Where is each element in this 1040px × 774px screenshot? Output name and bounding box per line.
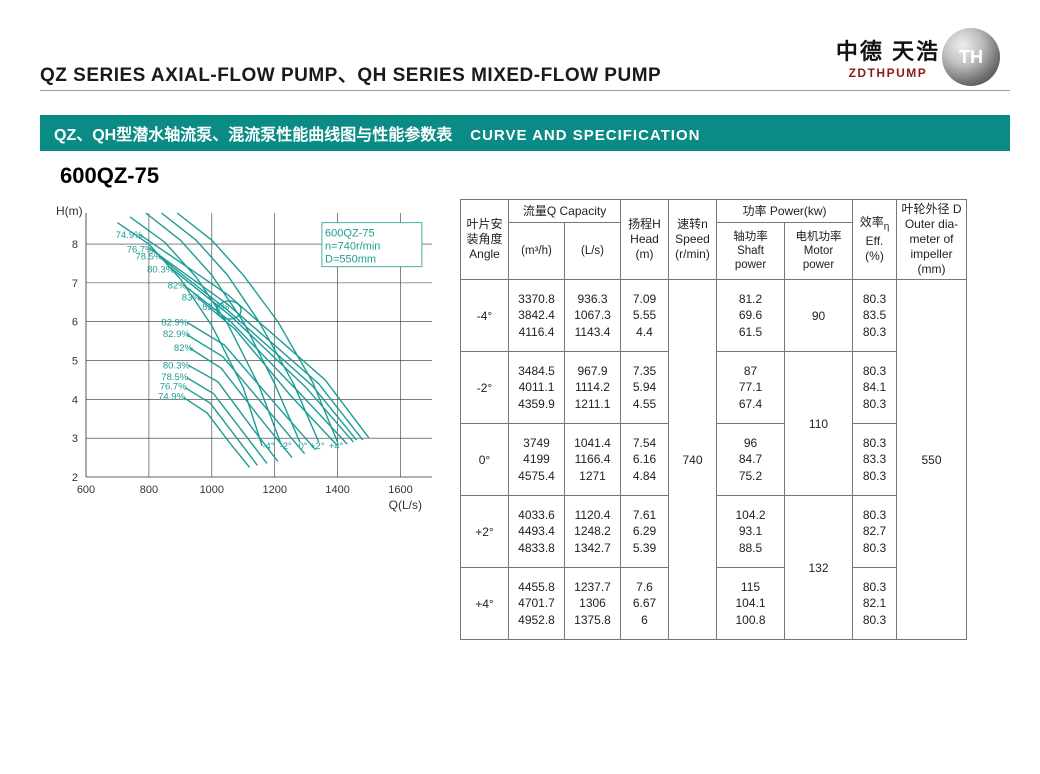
svg-text:74.9%: 74.9% <box>116 230 143 241</box>
table-row: -4°3370.83842.44116.4936.31067.31143.47.… <box>461 280 967 352</box>
brand-name-en: ZDTHPUMP <box>849 66 928 80</box>
cell-motor: 132 <box>785 496 853 640</box>
svg-text:78.5%: 78.5% <box>135 252 162 263</box>
svg-text:80.3%: 80.3% <box>163 360 190 371</box>
cell-m3h: 4033.64493.44833.8 <box>509 496 565 568</box>
svg-text:0°: 0° <box>298 441 307 452</box>
cell-angle: -4° <box>461 280 509 352</box>
th-ls: (L/s) <box>565 223 621 280</box>
cell-eff: 80.382.780.3 <box>853 496 897 568</box>
cell-head: 7.355.944.55 <box>621 352 669 424</box>
performance-chart: 6008001000120014001600234567874.9%76.7%7… <box>40 199 440 524</box>
svg-text:1200: 1200 <box>262 484 286 496</box>
cell-ls: 1120.41248.21342.7 <box>565 496 621 568</box>
cell-shaft: 8777.167.4 <box>717 352 785 424</box>
cell-head: 7.546.164.84 <box>621 424 669 496</box>
svg-text:600QZ-75: 600QZ-75 <box>325 228 375 240</box>
th-eff: 效率η Eff. (%) <box>853 200 897 280</box>
cell-eff: 80.384.180.3 <box>853 352 897 424</box>
brand-logo-text: 中德 天浩 ZDTHPUMP <box>836 34 940 80</box>
chart-svg: 6008001000120014001600234567874.9%76.7%7… <box>40 199 440 519</box>
cell-eff: 80.383.380.3 <box>853 424 897 496</box>
cell-head: 7.66.676 <box>621 568 669 640</box>
spec-table: 叶片安装角度 Angle 流量Q Capacity 扬程H Head (m) 速… <box>460 199 967 640</box>
cell-head: 7.616.295.39 <box>621 496 669 568</box>
svg-text:82%: 82% <box>168 281 188 292</box>
banner-text-en: CURVE AND SPECIFICATION <box>470 127 700 144</box>
svg-text:82.9%: 82.9% <box>163 329 190 340</box>
th-shaft: 轴功率Shaft power <box>717 223 785 280</box>
brand-logo-icon: TH <box>942 28 1000 86</box>
svg-text:8: 8 <box>72 239 78 251</box>
svg-text:2: 2 <box>72 472 78 484</box>
cell-shaft: 115104.1100.8 <box>717 568 785 640</box>
cell-motor: 90 <box>785 280 853 352</box>
svg-text:7: 7 <box>72 278 78 290</box>
cell-angle: 0° <box>461 424 509 496</box>
svg-text:3: 3 <box>72 433 78 445</box>
cell-ls: 967.91114.21211.1 <box>565 352 621 424</box>
svg-text:83.8%: 83.8% <box>202 302 229 313</box>
cell-ls: 1237.713061375.8 <box>565 568 621 640</box>
brand-name-cn: 中德 天浩 <box>836 34 940 66</box>
th-capacity: 流量Q Capacity <box>509 200 621 223</box>
banner-text-cn: QZ、QH型潜水轴流泵、混流泵性能曲线图与性能参数表 <box>54 121 452 145</box>
svg-text:1400: 1400 <box>325 484 349 496</box>
svg-text:6: 6 <box>72 317 78 329</box>
svg-text:600: 600 <box>77 484 95 496</box>
svg-text:+2°: +2° <box>310 441 325 452</box>
cell-angle: -2° <box>461 352 509 424</box>
content-row: 6008001000120014001600234567874.9%76.7%7… <box>40 199 1010 640</box>
page: 中德 天浩 ZDTHPUMP TH QZ SERIES AXIAL-FLOW P… <box>0 0 1040 670</box>
svg-text:1000: 1000 <box>200 484 224 496</box>
svg-text:83%: 83% <box>182 292 202 303</box>
svg-text:Q(L/s): Q(L/s) <box>389 498 422 512</box>
svg-text:82.9%: 82.9% <box>161 318 188 329</box>
cell-ls: 936.31067.31143.4 <box>565 280 621 352</box>
cell-m3h: 3484.54011.14359.9 <box>509 352 565 424</box>
svg-text:74.9%: 74.9% <box>158 391 185 402</box>
svg-text:5: 5 <box>72 356 78 368</box>
svg-text:1600: 1600 <box>388 484 412 496</box>
svg-text:-2°: -2° <box>280 441 292 452</box>
svg-text:+4°: +4° <box>329 441 344 452</box>
cell-angle: +4° <box>461 568 509 640</box>
cell-dia: 550 <box>897 280 967 640</box>
svg-text:H(m): H(m) <box>56 204 83 218</box>
pump-model: 600QZ-75 <box>60 163 1010 189</box>
svg-text:D=550mm: D=550mm <box>325 254 376 266</box>
cell-ls: 1041.41166.41271 <box>565 424 621 496</box>
cell-m3h: 4455.84701.74952.8 <box>509 568 565 640</box>
th-power: 功率 Power(kw) <box>717 200 853 223</box>
th-motor: 电机功率Motor power <box>785 223 853 280</box>
brand-logo: 中德 天浩 ZDTHPUMP TH <box>836 28 1000 86</box>
cell-eff: 80.382.180.3 <box>853 568 897 640</box>
svg-text:n=740r/min: n=740r/min <box>325 241 380 253</box>
th-m3h: (m³/h) <box>509 223 565 280</box>
cell-eff: 80.383.580.3 <box>853 280 897 352</box>
cell-motor: 110 <box>785 352 853 496</box>
cell-shaft: 104.293.188.5 <box>717 496 785 568</box>
th-dia: 叶轮外径 D Outer dia-meter of impeller (mm) <box>897 200 967 280</box>
svg-text:80.3%: 80.3% <box>147 264 174 275</box>
cell-m3h: 374941994575.4 <box>509 424 565 496</box>
th-head: 扬程H Head (m) <box>621 200 669 280</box>
cell-m3h: 3370.83842.44116.4 <box>509 280 565 352</box>
cell-shaft: 9684.775.2 <box>717 424 785 496</box>
svg-text:-4°: -4° <box>262 441 274 452</box>
svg-text:800: 800 <box>140 484 158 496</box>
th-angle: 叶片安装角度 Angle <box>461 200 509 280</box>
cell-speed: 740 <box>669 280 717 640</box>
svg-text:82%: 82% <box>174 343 194 354</box>
cell-head: 7.095.554.4 <box>621 280 669 352</box>
cell-angle: +2° <box>461 496 509 568</box>
spec-table-body: -4°3370.83842.44116.4936.31067.31143.47.… <box>461 280 967 640</box>
section-banner: QZ、QH型潜水轴流泵、混流泵性能曲线图与性能参数表 CURVE AND SPE… <box>40 115 1010 151</box>
svg-text:4: 4 <box>72 394 78 406</box>
th-speed: 速转n Speed (r/min) <box>669 200 717 280</box>
cell-shaft: 81.269.661.5 <box>717 280 785 352</box>
